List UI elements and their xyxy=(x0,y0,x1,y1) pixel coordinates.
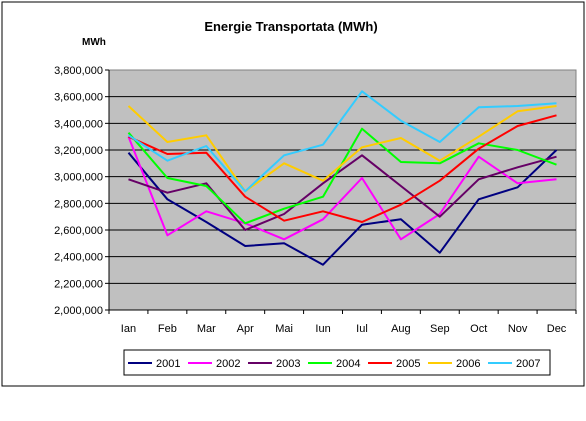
series-line-2002 xyxy=(127,136,557,241)
y-tick-label: 3,800,000 xyxy=(54,65,103,77)
plot-area xyxy=(108,69,577,311)
y-axis: 2,000,000 2,200,000 2,400,000 2,600,000 2,80… xyxy=(54,65,110,317)
legend-label-2002: 2002 xyxy=(216,358,240,370)
gridlines xyxy=(109,96,576,284)
unit-label: MWh xyxy=(82,37,106,48)
x-tick-label: Mai xyxy=(275,323,293,335)
y-tick-label: 2,200,000 xyxy=(54,278,103,290)
x-tick-label: Mar xyxy=(197,323,216,335)
y-tick-label: 3,000,000 xyxy=(54,172,103,184)
legend: 2001 2002 2003 2004 2005 2006 2007 xyxy=(128,358,540,370)
x-tick-label: Ian xyxy=(121,323,136,335)
series-line-2001 xyxy=(127,149,558,266)
x-tick-label: Dec xyxy=(547,323,567,335)
series-line-2005 xyxy=(128,114,557,223)
legend-label-2004: 2004 xyxy=(336,358,360,370)
legend-label-2003: 2003 xyxy=(276,358,300,370)
series-line-2006 xyxy=(127,105,557,193)
chart-title: Energie Transportata (MWh) xyxy=(204,19,377,34)
series-line-2007 xyxy=(127,90,557,193)
x-tick-label: Aug xyxy=(391,323,411,335)
series-lines xyxy=(127,90,558,266)
x-tick-label: Nov xyxy=(508,323,528,335)
y-tick-label: 2,400,000 xyxy=(54,252,103,264)
x-axis: Ian Feb Mar Apr Mai Iun Iul Aug Sep Oct Nov Dec xyxy=(108,309,577,335)
x-tick-label: Sep xyxy=(430,323,450,335)
legend-label-2006: 2006 xyxy=(456,358,480,370)
legend-label-2007: 2007 xyxy=(516,358,540,370)
y-tick-label: 3,200,000 xyxy=(54,145,103,157)
x-tick-label: Oct xyxy=(470,323,487,335)
y-tick-label: 3,400,000 xyxy=(54,118,103,130)
y-tick-label: 2,600,000 xyxy=(54,225,103,237)
x-tick-label: Iun xyxy=(315,323,330,335)
x-tick-label: Iul xyxy=(356,323,368,335)
legend-label-2005: 2005 xyxy=(396,358,420,370)
y-tick-label: 3,600,000 xyxy=(54,92,103,104)
y-tick-label: 2,000,000 xyxy=(54,305,103,317)
x-tick-label: Apr xyxy=(237,323,254,335)
x-tick-label: Feb xyxy=(158,323,177,335)
y-tick-label: 2,800,000 xyxy=(54,198,103,210)
legend-label-2001: 2001 xyxy=(156,358,180,370)
